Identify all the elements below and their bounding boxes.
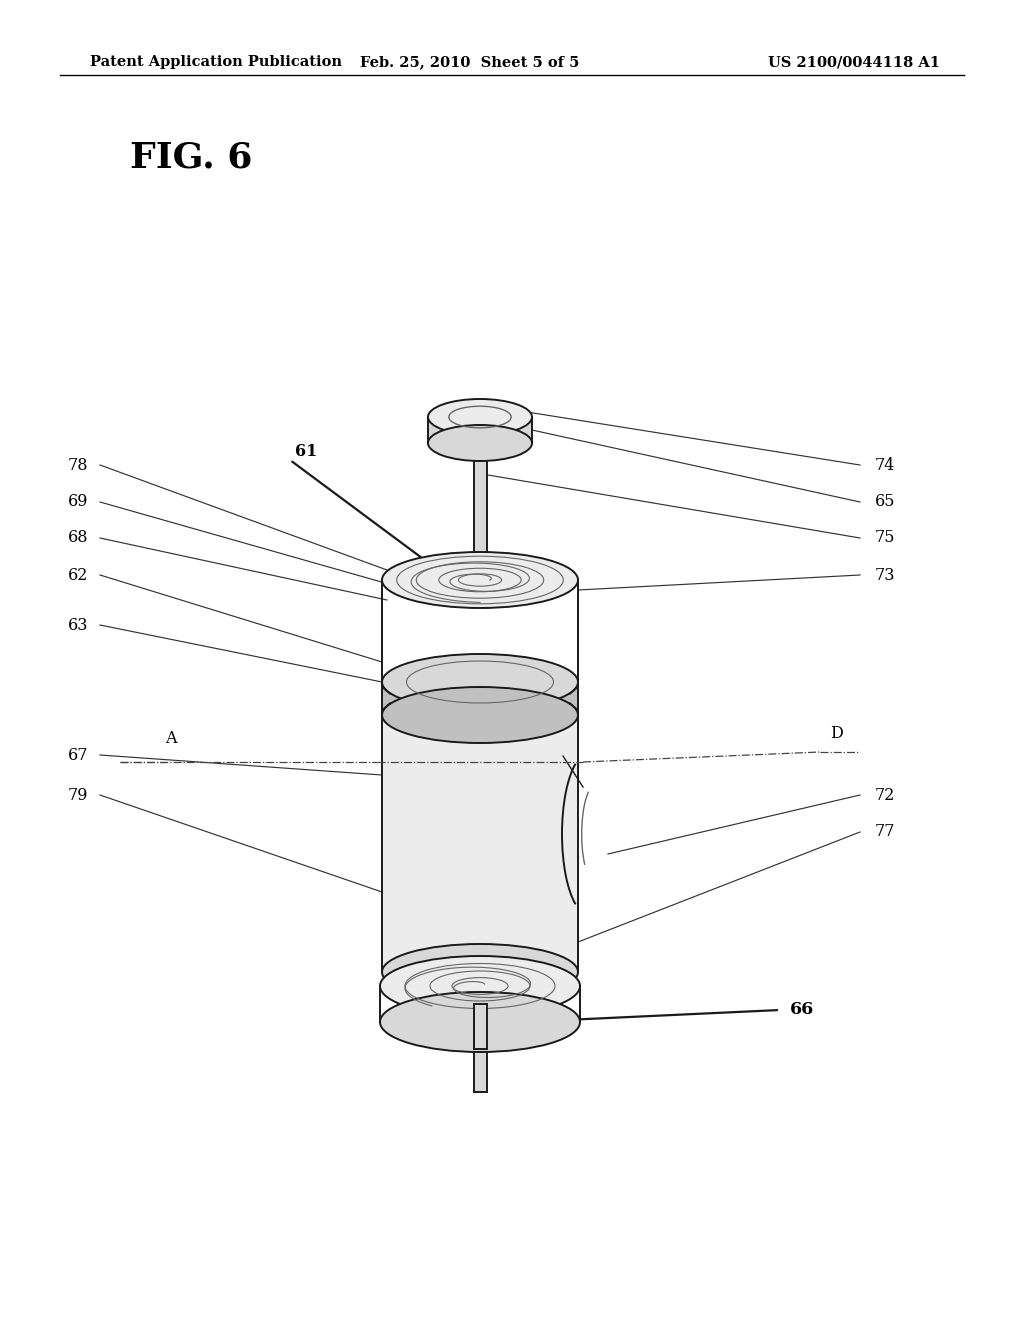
Text: 72: 72 <box>874 787 895 804</box>
Text: 69: 69 <box>68 494 88 511</box>
Ellipse shape <box>380 956 580 1016</box>
Text: 65: 65 <box>874 494 896 511</box>
Text: D: D <box>830 725 843 742</box>
Ellipse shape <box>382 686 578 743</box>
Text: 78: 78 <box>68 457 88 474</box>
Text: 66: 66 <box>790 1002 814 1019</box>
Text: Patent Application Publication: Patent Application Publication <box>90 55 342 69</box>
Text: FIG. 6: FIG. 6 <box>130 140 253 174</box>
Ellipse shape <box>380 993 580 1052</box>
Ellipse shape <box>382 944 578 1001</box>
Text: 77: 77 <box>874 824 896 841</box>
Text: 62: 62 <box>68 566 88 583</box>
Text: 67: 67 <box>68 747 88 763</box>
Bar <box>474 1041 487 1092</box>
Text: 79: 79 <box>68 787 88 804</box>
Ellipse shape <box>382 552 578 609</box>
Text: 61: 61 <box>295 444 317 461</box>
Text: 74: 74 <box>874 457 895 474</box>
Text: 73: 73 <box>874 566 896 583</box>
Text: 68: 68 <box>68 529 88 546</box>
Bar <box>474 445 487 579</box>
Text: US 2100/0044118 A1: US 2100/0044118 A1 <box>768 55 940 69</box>
Bar <box>474 1005 487 1049</box>
Ellipse shape <box>428 425 532 461</box>
Bar <box>428 417 532 444</box>
Text: Feb. 25, 2010  Sheet 5 of 5: Feb. 25, 2010 Sheet 5 of 5 <box>360 55 580 69</box>
Text: A: A <box>165 730 176 747</box>
Bar <box>382 682 578 715</box>
Text: 63: 63 <box>68 616 88 634</box>
Ellipse shape <box>382 653 578 710</box>
Ellipse shape <box>428 399 532 436</box>
Bar <box>382 715 578 972</box>
Text: 75: 75 <box>874 529 896 546</box>
